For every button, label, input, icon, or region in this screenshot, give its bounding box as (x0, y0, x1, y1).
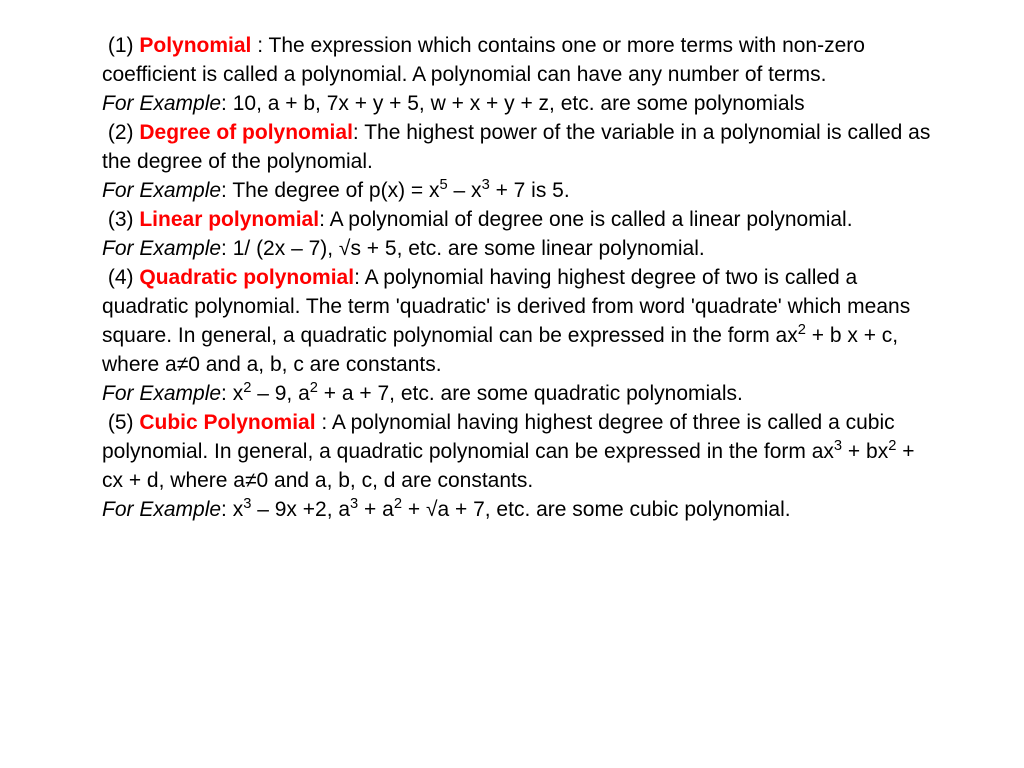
def-number: (1) (108, 34, 134, 57)
example-mid: – 9x +2, a (251, 498, 350, 521)
definition-4: (4) Quadratic polynomial: A polynomial h… (102, 264, 934, 380)
example-label: For Example (102, 92, 221, 115)
example-5: For Example: x3 – 9x +2, a3 + a2 + √a + … (102, 496, 934, 525)
def-number: (3) (108, 208, 134, 231)
superscript: 5 (440, 177, 448, 193)
example-body: : 10, a + b, 7x + y + 5, w + x + y + z, … (221, 92, 805, 115)
def-term: Degree of polynomial (139, 121, 353, 144)
def-number: (4) (108, 266, 134, 289)
example-3: For Example: 1/ (2x – 7), √s + 5, etc. a… (102, 235, 934, 264)
example-post: + √a + 7, etc. are some cubic polynomial… (402, 498, 791, 521)
example-1: For Example: 10, a + b, 7x + y + 5, w + … (102, 90, 934, 119)
def-sep: : (251, 34, 268, 57)
def-sep: : (316, 411, 332, 434)
def-term: Cubic Polynomial (139, 411, 315, 434)
example-pre: : x (221, 498, 243, 521)
slide-body: (1) Polynomial : The expression which co… (0, 0, 1024, 556)
example-mid2: + a (358, 498, 394, 521)
def-sep: : (353, 121, 364, 144)
def-number: (5) (108, 411, 134, 434)
definition-2: (2) Degree of polynomial: The highest po… (102, 119, 934, 177)
superscript: 2 (310, 380, 318, 396)
def-sep: : (319, 208, 330, 231)
example-label: For Example (102, 498, 221, 521)
def-body: A polynomial of degree one is called a l… (330, 208, 853, 231)
definition-5: (5) Cubic Polynomial : A polynomial havi… (102, 409, 934, 496)
example-mid: – x (448, 179, 482, 202)
example-pre: : The degree of p(x) = x (221, 179, 439, 202)
example-pre: : x (221, 382, 243, 405)
definition-3: (3) Linear polynomial: A polynomial of d… (102, 206, 934, 235)
example-label: For Example (102, 237, 221, 260)
superscript: 3 (482, 177, 490, 193)
superscript: 3 (834, 438, 842, 454)
example-body: : 1/ (2x – 7), √s + 5, etc. are some lin… (221, 237, 705, 260)
definition-1: (1) Polynomial : The expression which co… (102, 32, 934, 90)
def-sep: : (354, 266, 365, 289)
example-mid: – 9, a (251, 382, 309, 405)
def-body-mid: + bx (842, 440, 888, 463)
def-term: Polynomial (139, 34, 251, 57)
def-number: (2) (108, 121, 134, 144)
example-post: + a + 7, etc. are some quadratic polynom… (318, 382, 743, 405)
superscript: 2 (394, 496, 402, 512)
example-2: For Example: The degree of p(x) = x5 – x… (102, 177, 934, 206)
example-label: For Example (102, 382, 221, 405)
def-term: Linear polynomial (139, 208, 319, 231)
example-post: + 7 is 5. (490, 179, 570, 202)
superscript: 3 (350, 496, 358, 512)
example-label: For Example (102, 179, 221, 202)
def-term: Quadratic polynomial (139, 266, 354, 289)
example-4: For Example: x2 – 9, a2 + a + 7, etc. ar… (102, 380, 934, 409)
superscript: 2 (798, 322, 806, 338)
